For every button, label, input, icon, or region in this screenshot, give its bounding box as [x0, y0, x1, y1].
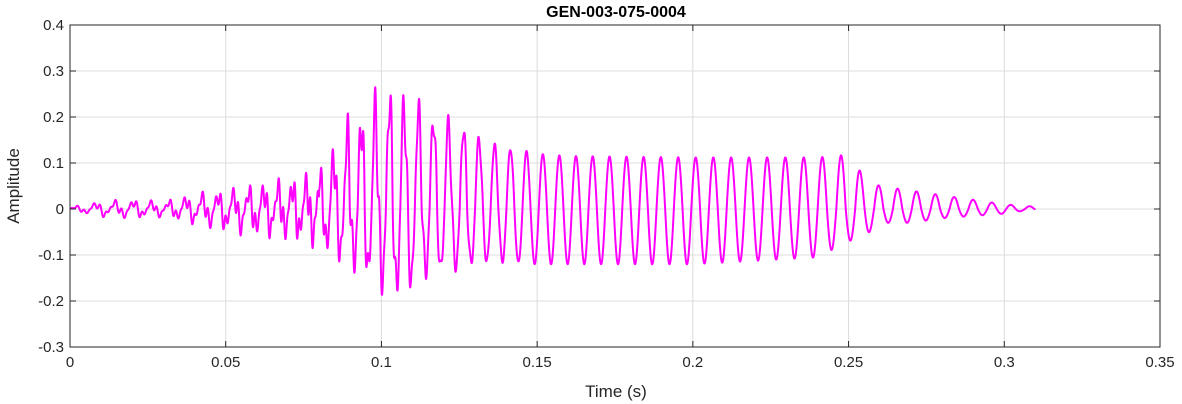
y-tick-label: 0.2 — [43, 109, 64, 126]
x-axis-label: Time (s) — [585, 382, 647, 401]
x-tick-label: 0.35 — [1145, 354, 1174, 371]
x-tick-label: 0.1 — [371, 354, 392, 371]
x-tick-label: 0.25 — [834, 354, 863, 371]
x-tick-label: 0 — [66, 354, 74, 371]
y-tick-label: 0.1 — [43, 155, 64, 172]
series-layer — [69, 86, 1037, 296]
x-tick-label: 0.2 — [682, 354, 703, 371]
grid-lines — [69, 24, 1161, 348]
x-axis-ticks: 0 0.05 0.1 0.15 0.2 0.25 0.3 0.35 — [66, 25, 1175, 371]
y-tick-label: -0.3 — [38, 339, 64, 356]
y-tick-label: -0.1 — [38, 247, 64, 264]
y-tick-label: 0 — [56, 201, 64, 218]
x-tick-label: 0.05 — [211, 354, 240, 371]
chart-title: GEN-003-075-0004 — [546, 4, 686, 21]
y-tick-label: 0.3 — [43, 63, 64, 80]
y-tick-label: -0.2 — [38, 293, 64, 310]
x-tick-label: 0.3 — [994, 354, 1015, 371]
x-tick-label: 0.15 — [523, 354, 552, 371]
y-axis-label: Amplitude — [4, 148, 23, 224]
waveform-series-line — [69, 86, 1037, 296]
plot-area-border — [69, 24, 1161, 348]
y-axis-ticks: -0.3 -0.2 -0.1 0 0.1 0.2 0.3 0.4 — [38, 17, 1160, 356]
y-tick-label: 0.4 — [43, 17, 64, 34]
